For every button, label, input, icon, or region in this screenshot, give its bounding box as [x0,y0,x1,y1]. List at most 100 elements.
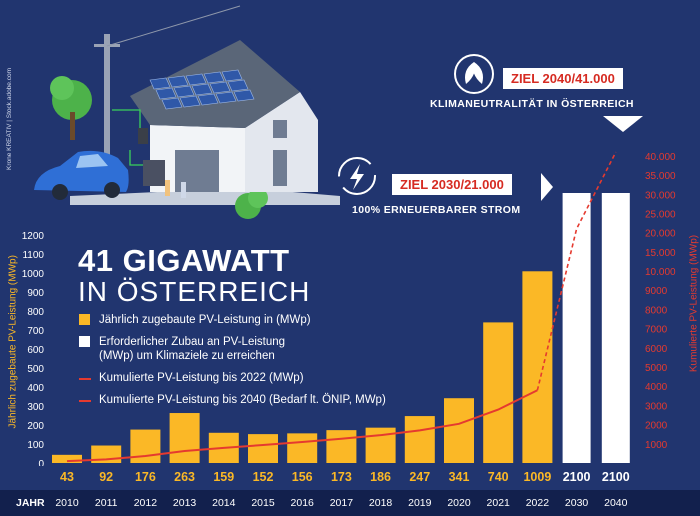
value-label: 159 [213,470,234,484]
legend-item-annual: Jährlich zugebaute PV-Leistung in (MWp) [79,313,386,327]
person [181,182,186,198]
y-tick-label: 1000 [22,269,45,280]
solar-panel [215,91,237,104]
y-tick-label: 1200 [22,231,45,242]
person [165,180,170,196]
y2-tick-label: 25.000 [645,210,676,221]
solar-panel [149,77,171,90]
y-tick-label: 1100 [22,250,44,261]
legend-item-cumulative-2040: Kumulierte PV-Leistung bis 2040 (Bedarf … [79,393,386,407]
inverter-box [138,128,148,144]
y2-tick-label: 2000 [645,421,668,432]
x-tick-label: 2017 [330,497,354,509]
value-label: 263 [174,470,195,484]
solar-panel [209,81,231,94]
tree-crown [50,76,74,100]
house-illustration [34,5,340,219]
value-label: 247 [409,470,430,484]
goal-2040-subtitle: KLIMANEUTRALITÄT IN ÖSTERREICH [430,98,634,110]
car-wheel [52,184,68,200]
solar-panel [221,69,243,82]
leaf-icon-shape [465,62,475,84]
bush [248,188,268,208]
bar-annual [326,430,357,463]
arrow-2040 [603,116,643,132]
legend-label: Jährlich zugebaute PV-Leistung in (MWp) [99,314,311,326]
value-label: 1009 [523,470,551,484]
y2-tick-label: 35.000 [645,171,676,182]
bar-annual [483,322,514,463]
solar-panel [191,83,213,96]
value-band [0,466,700,488]
x-axis-label: JAHR [16,497,45,509]
y2-tick-label: 8000 [645,305,668,316]
value-label: 152 [253,470,274,484]
title-line-2: IN ÖSTERREICH [78,276,311,307]
value-label: 173 [331,470,352,484]
cycle-ring [338,157,376,195]
solar-panel [179,95,201,108]
x-tick-label: 2018 [369,497,393,509]
y-tick-label: 300 [27,402,44,413]
image-credit: Krone KREATIV | Stock.adobe.com [6,67,13,170]
house-gable [245,92,318,192]
x-tick-label: 2014 [212,497,236,509]
year-axis-bar [0,490,700,516]
y-tick-label: 500 [27,364,44,375]
solar-panel [197,93,219,106]
y2-tick-label: 30.000 [645,190,676,201]
legend-label: Erforderlicher Zubau an PV-Leistung (MWp… [99,336,286,362]
legend-swatch-white [79,336,90,347]
solar-panel [173,85,195,98]
y2-tick-label: 7000 [645,325,668,336]
x-tick-label: 2010 [55,497,79,509]
chart-title: 41 GIGAWATT IN ÖSTERREICH [78,244,310,307]
x-tick-label: 2016 [291,497,315,509]
bar-annual [522,271,553,463]
value-label: 2100 [602,470,630,484]
bar-annual [52,454,82,463]
tree-trunk [70,112,75,140]
goal-2040-badge: ZIEL 2040/41.000 [503,68,623,89]
x-tick-label: 2020 [447,497,471,509]
x-tick-label: 2019 [408,497,432,509]
y-axis-right-label: Kumulierte PV-Leistung (MWp) [688,234,700,373]
leaf-icon [454,54,494,94]
solar-panel [155,87,177,100]
bar-annual [404,416,435,463]
bar-required [601,193,630,463]
y-tick-label: 600 [27,345,44,356]
legend: Jährlich zugebaute PV-Leistung in (MWp) … [79,313,386,415]
goal-2030-badge: ZIEL 2030/21.000 [392,174,512,195]
value-label: 43 [60,470,74,484]
leaf-icon-shape [473,62,483,84]
y-tick-label: 400 [27,383,44,394]
legend-line-dashed [79,400,91,402]
solar-panel [161,97,183,110]
y2-tick-label: 5000 [645,363,668,374]
y-tick-label: 700 [27,326,44,337]
bar-required [562,193,591,463]
solar-panel [203,71,225,84]
ground-shadow [70,188,340,205]
y2-tick-label: 1000 [645,440,668,451]
bar-annual [169,413,200,463]
electric-car [34,150,129,192]
lightning-cycle-icon [338,157,376,195]
car-wheel [104,182,120,198]
bar-annual [444,398,474,463]
line-cumulative-2022 [66,389,538,463]
value-label: 341 [449,470,470,484]
x-tick-label: 2022 [526,497,550,509]
y2-tick-label: 3000 [645,401,668,412]
power-wire [106,5,241,47]
legend-line-solid [79,378,91,380]
house-window [273,150,287,186]
y2-tick-label: 9000 [645,286,668,297]
legend-label: Kumulierte PV-Leistung bis 2022 (MWp) [99,372,304,384]
value-label: 176 [135,470,156,484]
y2-tick-label: 10.000 [645,267,676,278]
y-tick-label: 100 [27,440,44,451]
solar-panel [227,79,249,92]
